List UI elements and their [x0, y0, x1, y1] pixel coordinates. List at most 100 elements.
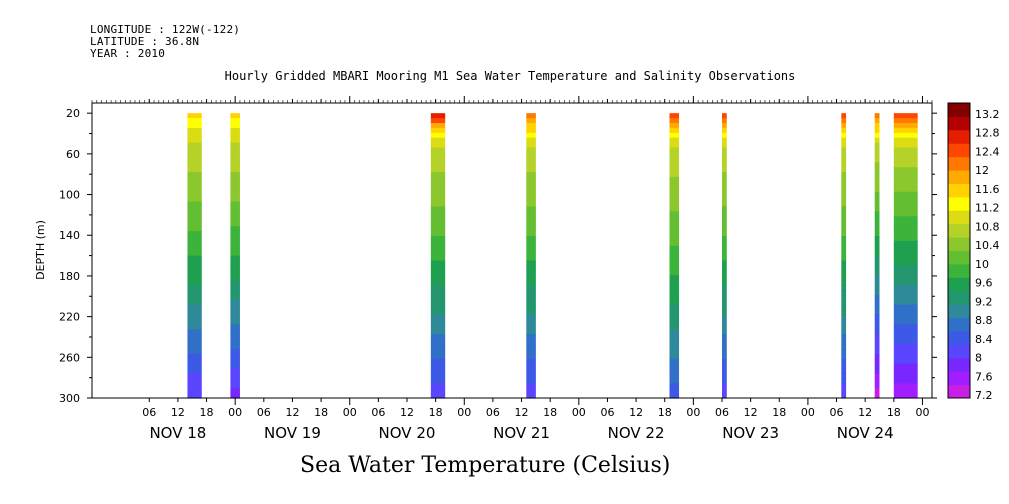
column-cell	[187, 363, 202, 370]
data-column	[526, 113, 536, 399]
column-cell	[893, 348, 918, 355]
column-cell	[841, 172, 847, 178]
x-hour-label: 06	[486, 406, 500, 419]
column-cell	[187, 177, 202, 183]
plot-frame	[91, 102, 933, 399]
column-cell	[722, 167, 727, 173]
column-cell	[722, 206, 727, 212]
column-cell	[722, 383, 727, 389]
x-hour-label: 18	[887, 406, 901, 419]
column-cell	[230, 122, 240, 129]
column-cell	[722, 329, 727, 335]
colorbar-swatch	[948, 317, 970, 332]
column-cell	[187, 118, 202, 124]
column-cell	[430, 240, 446, 247]
column-cell	[430, 368, 446, 375]
column-cell	[669, 388, 680, 394]
column-cell	[230, 304, 240, 311]
column-cell	[874, 294, 880, 301]
column-cell	[230, 167, 240, 173]
column-cell	[841, 118, 847, 124]
data-column	[430, 113, 446, 399]
colorbar-swatch	[948, 196, 970, 211]
column-cell	[430, 162, 446, 168]
colorbar-swatch	[948, 129, 970, 144]
column-cell	[430, 358, 446, 365]
column-cell	[526, 157, 536, 163]
column-cell	[841, 339, 847, 345]
x-day-label: NOV 24	[837, 424, 894, 442]
column-cell	[893, 118, 918, 124]
column-cell	[893, 186, 918, 193]
column-cell	[230, 172, 240, 178]
column-cell	[841, 348, 847, 355]
column-cell	[722, 373, 727, 379]
column-cell	[187, 142, 202, 149]
column-cell	[187, 206, 202, 212]
column-cell	[526, 231, 536, 237]
column-cell	[722, 280, 727, 286]
column-cell	[722, 393, 727, 399]
data-column	[874, 113, 880, 399]
colorbar-swatch	[948, 304, 970, 319]
column-cell	[230, 329, 240, 335]
column-cell	[526, 319, 536, 325]
x-hour-label: 18	[658, 406, 672, 419]
column-cell	[430, 113, 446, 119]
column-cell	[669, 260, 680, 267]
column-cell	[187, 324, 202, 330]
y-axis-label: DEPTH (m)	[34, 220, 47, 280]
column-cell	[893, 122, 918, 129]
column-cell	[841, 157, 847, 163]
column-cell	[893, 147, 918, 154]
column-cell	[893, 368, 918, 375]
column-cell	[874, 363, 880, 370]
column-cell	[230, 388, 240, 394]
column-cell	[874, 113, 880, 119]
column-cell	[722, 378, 727, 384]
x-hour-label: 12	[744, 406, 758, 419]
x-hour-label: 00	[457, 406, 471, 419]
column-cell	[722, 255, 727, 262]
column-cell	[841, 329, 847, 335]
column-cell	[893, 235, 918, 242]
x-hour-label: 18	[772, 406, 786, 419]
column-cell	[893, 304, 918, 311]
column-cell	[526, 353, 536, 360]
column-cell	[841, 363, 847, 370]
column-cell	[893, 289, 918, 296]
column-cell	[187, 270, 202, 276]
column-cell	[187, 137, 202, 144]
column-cell	[874, 343, 880, 350]
column-cell	[187, 250, 202, 257]
column-cell	[526, 363, 536, 370]
column-cell	[722, 181, 727, 188]
column-cell	[841, 383, 847, 389]
column-cell	[893, 353, 918, 360]
column-cell	[893, 240, 918, 247]
column-cell	[893, 280, 918, 286]
column-cell	[874, 339, 880, 345]
column-cell	[722, 265, 727, 271]
column-cell	[722, 127, 727, 134]
column-cell	[430, 260, 446, 267]
column-cell	[669, 177, 680, 183]
column-cell	[669, 334, 680, 340]
column-cell	[669, 167, 680, 173]
column-cell	[187, 388, 202, 394]
column-cell	[874, 250, 880, 257]
x-hour-label: 00	[228, 406, 242, 419]
column-cell	[874, 157, 880, 163]
column-cell	[874, 221, 880, 227]
column-cell	[230, 299, 240, 306]
column-cell	[669, 206, 680, 212]
column-cell	[230, 324, 240, 330]
column-cell	[430, 250, 446, 257]
column-cell	[669, 181, 680, 188]
column-cell	[526, 309, 536, 316]
column-cell	[430, 319, 446, 325]
column-cell	[841, 206, 847, 212]
column-cell	[722, 294, 727, 301]
column-cell	[722, 122, 727, 129]
